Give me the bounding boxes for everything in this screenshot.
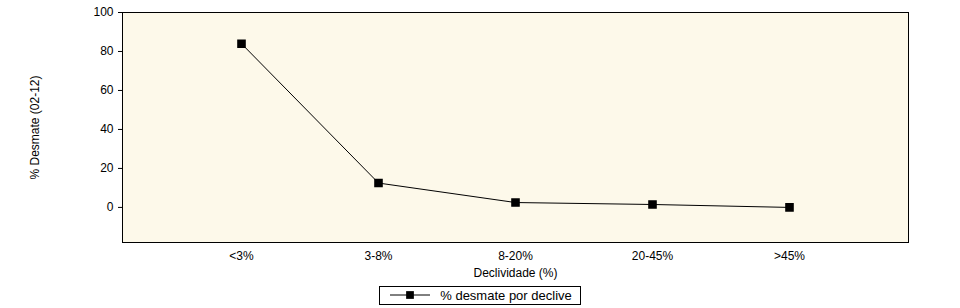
svg-text:100: 100 bbox=[93, 5, 113, 19]
svg-text:80: 80 bbox=[100, 44, 114, 58]
svg-text:20-45%: 20-45% bbox=[632, 249, 674, 263]
svg-text:>45%: >45% bbox=[774, 249, 805, 263]
svg-text:20: 20 bbox=[100, 161, 114, 175]
html-text:% desmate por declive: % desmate por declive bbox=[440, 287, 572, 303]
svg-text:3-8%: 3-8% bbox=[364, 249, 392, 263]
svg-text:60: 60 bbox=[100, 83, 114, 97]
svg-text:<3%: <3% bbox=[229, 249, 254, 263]
svg-text:% Desmate (02-12): % Desmate (02-12) bbox=[28, 75, 42, 179]
svg-text:Declividade (%): Declividade (%) bbox=[473, 266, 557, 280]
svg-text:8-20%: 8-20% bbox=[498, 249, 533, 263]
svg-text:40: 40 bbox=[100, 122, 114, 136]
svg-text:0: 0 bbox=[107, 200, 114, 214]
